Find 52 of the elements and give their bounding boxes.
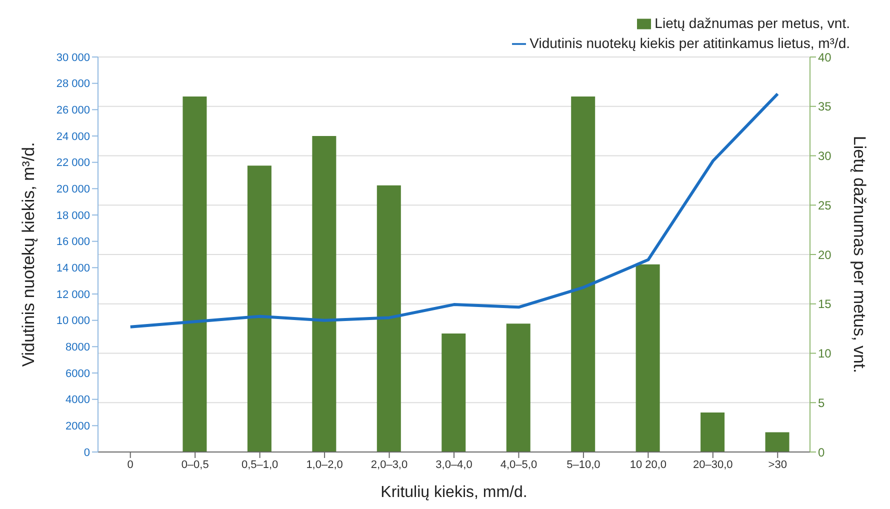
bar bbox=[700, 412, 725, 452]
x-tick-label: 3,0–4,0 bbox=[436, 458, 472, 471]
bar bbox=[765, 432, 790, 452]
y2-tick-label: 25 bbox=[818, 198, 832, 212]
y-tick-label: 18 000 bbox=[56, 210, 90, 222]
y-tick-label: 16 000 bbox=[56, 236, 90, 248]
y-tick-label: 4000 bbox=[66, 394, 90, 406]
legend-label: Lietų dažnumas per metus, vnt. bbox=[654, 15, 850, 31]
y-tick-label: 28 000 bbox=[56, 78, 90, 90]
y-tick-label: 0 bbox=[84, 446, 90, 459]
x-tick-label: 2,0–3,0 bbox=[370, 458, 408, 471]
x-tick-label: 4,0–5,0 bbox=[500, 458, 538, 471]
bar bbox=[442, 334, 466, 452]
x-axis-title: Kritulių kiekis, mm/d. bbox=[380, 484, 528, 501]
x-tick-label: 0,5–1,0 bbox=[241, 458, 278, 471]
y-tick-label: 30 000 bbox=[56, 52, 90, 64]
y2-tick-label: 0 bbox=[818, 445, 825, 460]
y2-tick-label: 35 bbox=[818, 100, 832, 114]
bar bbox=[571, 96, 596, 452]
x-tick-label: 20–30,0 bbox=[693, 458, 733, 471]
y2-tick-label: 10 bbox=[818, 346, 832, 361]
y2-tick-label: 40 bbox=[818, 50, 832, 64]
bar bbox=[506, 324, 530, 452]
y-tick-label: 8000 bbox=[66, 342, 90, 354]
bar bbox=[247, 166, 272, 452]
bar bbox=[636, 264, 660, 452]
y-tick-label: 26 000 bbox=[56, 104, 90, 117]
y2-axis-title: Lietų dažnumas per metus, vnt. bbox=[850, 136, 869, 374]
y2-tick-label: 15 bbox=[818, 297, 832, 312]
x-tick-label: >30 bbox=[768, 458, 787, 471]
y-axis-title: Vidutinis nuotekų kiekis, m³/d. bbox=[19, 142, 38, 367]
y2-tick-label: 20 bbox=[818, 248, 832, 262]
y2-tick-label: 30 bbox=[818, 149, 832, 164]
y-tick-label: 6000 bbox=[66, 368, 90, 380]
x-tick-label: 0–0,5 bbox=[181, 458, 209, 471]
bar bbox=[312, 136, 336, 452]
x-tick-label: 1,0–2,0 bbox=[306, 458, 343, 471]
y-tick-label: 14 000 bbox=[56, 262, 90, 275]
y-tick-label: 22 000 bbox=[56, 157, 90, 170]
x-tick-label: 5–10,0 bbox=[566, 458, 600, 471]
y-tick-label: 10 000 bbox=[56, 315, 90, 328]
bar bbox=[376, 185, 401, 452]
y-tick-label: 24 000 bbox=[56, 130, 90, 143]
y2-tick-label: 5 bbox=[818, 396, 825, 410]
legend-label: Vidutinis nuotekų kiekis per atitinkamus lietus, m³/d. bbox=[530, 35, 850, 51]
x-tick-label: 10 20,0 bbox=[630, 458, 667, 471]
y-tick-label: 12 000 bbox=[56, 288, 90, 301]
bar bbox=[182, 96, 207, 452]
y-tick-label: 2000 bbox=[66, 420, 90, 433]
x-tick-label: 0 bbox=[127, 458, 134, 471]
y-tick-label: 20 000 bbox=[56, 184, 90, 196]
line-series bbox=[128, 92, 780, 328]
